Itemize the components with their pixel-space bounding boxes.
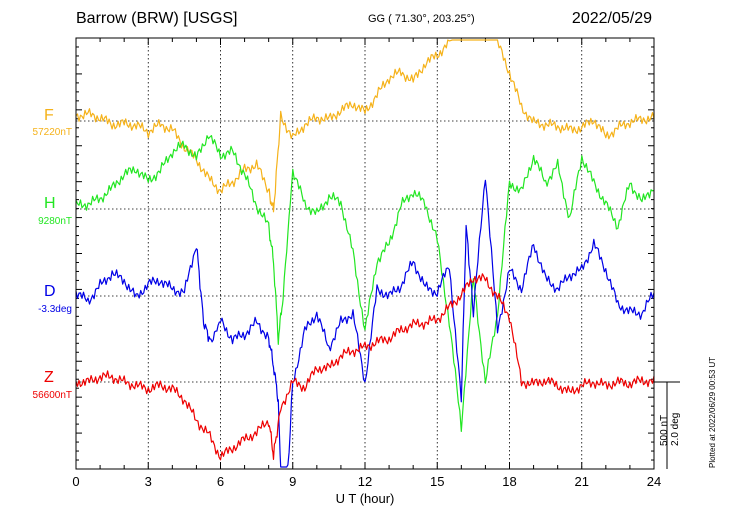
x-tick-label: 6: [217, 474, 224, 489]
channel-h-name: H: [44, 195, 56, 212]
channel-d-baseline: -3.3deg: [38, 304, 72, 315]
x-tick-label: 0: [72, 474, 79, 489]
date-label: 2022/05/29: [571, 10, 652, 27]
series-line-z: [75, 273, 655, 461]
station-title: Barrow (BRW) [USGS]: [76, 10, 238, 27]
x-tick-label: 21: [575, 474, 589, 489]
chart-grid: [76, 38, 654, 469]
channel-d-name: D: [44, 283, 56, 300]
channel-z-baseline: 56600nT: [32, 390, 72, 401]
series-line-d: [75, 179, 655, 468]
plotted-timestamp: Plotted at 2022/06/29 00:53 UT: [708, 356, 717, 468]
channel-f-name: F: [44, 107, 54, 124]
x-tick-label: 18: [502, 474, 516, 489]
x-tick-label: 24: [647, 474, 661, 489]
series-group: [75, 39, 655, 468]
plot-frame: [75, 37, 655, 470]
channel-f-baseline: 57220nT: [32, 127, 72, 138]
series-line-h: [75, 135, 655, 432]
x-tick-label: 3: [145, 474, 152, 489]
series-line-f: [75, 39, 655, 213]
x-axis-label: U T (hour): [336, 491, 395, 506]
scale-annotation: 500 nT 2.0 deg: [659, 386, 681, 446]
coordinates-label: GG ( 71.30°, 203.25°): [368, 13, 475, 25]
x-tick-label: 12: [358, 474, 372, 489]
channel-h-baseline: 9280nT: [38, 216, 72, 227]
scale-deg-label: 2.0 deg: [670, 412, 681, 446]
channel-z-name: Z: [44, 369, 54, 386]
x-axis-ticks: 0 3 6 9 12 15 18 21 24: [72, 37, 661, 489]
x-tick-label: 9: [289, 474, 296, 489]
x-tick-label: 15: [430, 474, 444, 489]
scale-nt-label: 500 nT: [659, 414, 670, 446]
